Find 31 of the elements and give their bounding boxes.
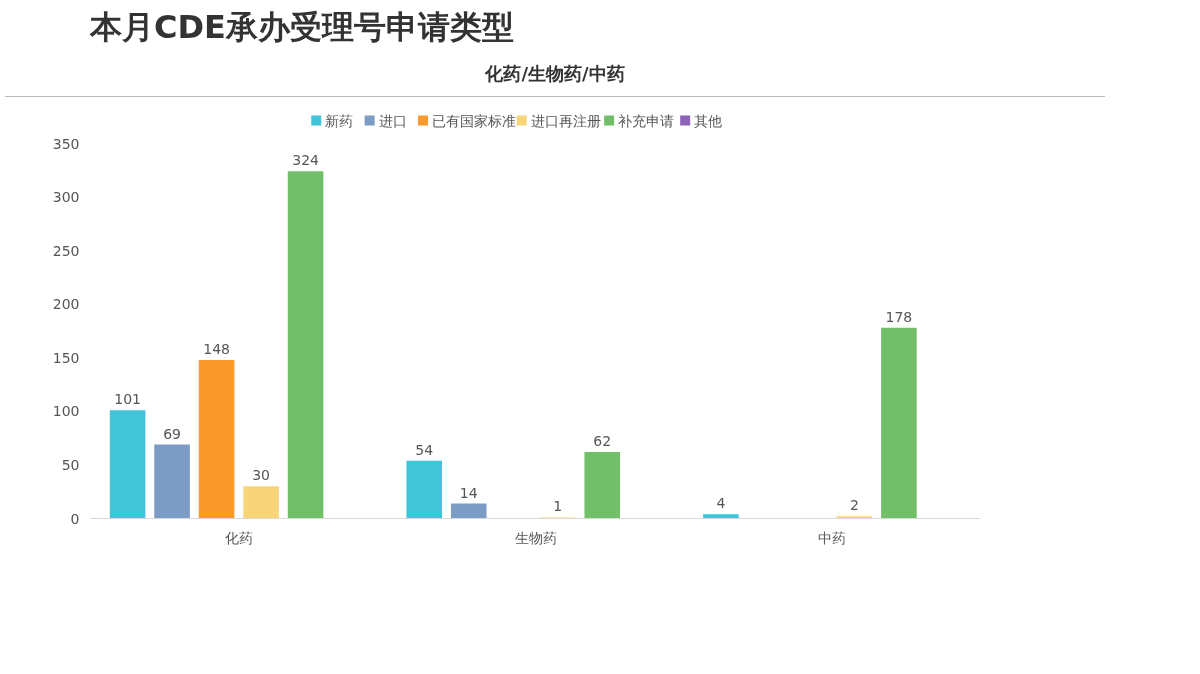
data-label: 148 [203, 341, 230, 358]
data-label: 1 [553, 498, 563, 515]
chart-title: 本月CDE承办受理号申请类型 [90, 7, 514, 48]
legend-label: 进口再注册 [530, 112, 601, 129]
data-label: 54 [415, 442, 434, 459]
y-tick-label: 200 [52, 296, 80, 313]
data-label: 62 [593, 433, 612, 450]
data-label: 69 [163, 425, 181, 442]
x-tick-label: 中药 [818, 529, 847, 546]
data-label: 324 [292, 152, 320, 169]
y-tick-label: 150 [52, 350, 80, 367]
legend-label: 新药 [325, 112, 354, 129]
data-label: 101 [114, 391, 141, 408]
y-tick-label: 100 [52, 403, 80, 420]
legend-label: 已有国家标准 [431, 112, 516, 129]
chart-subtitle: 化药/生物药/中药 [485, 61, 625, 86]
y-tick-label: 0 [70, 510, 80, 527]
legend-label: 进口 [378, 112, 407, 129]
data-label: 14 [459, 484, 478, 501]
data-label: 178 [885, 309, 913, 326]
data-label: 30 [252, 467, 270, 484]
y-tick-label: 250 [52, 243, 80, 260]
y-tick-label: 50 [61, 457, 80, 474]
x-tick-label: 生物药 [514, 529, 557, 546]
y-tick-label: 300 [52, 189, 80, 206]
data-label: 4 [716, 495, 726, 512]
y-tick-label: 350 [52, 135, 80, 152]
data-label: 2 [849, 497, 859, 514]
legend-label: 其他 [694, 112, 723, 129]
x-tick-label: 化药 [224, 529, 253, 546]
legend-label: 补充申请 [618, 112, 675, 129]
